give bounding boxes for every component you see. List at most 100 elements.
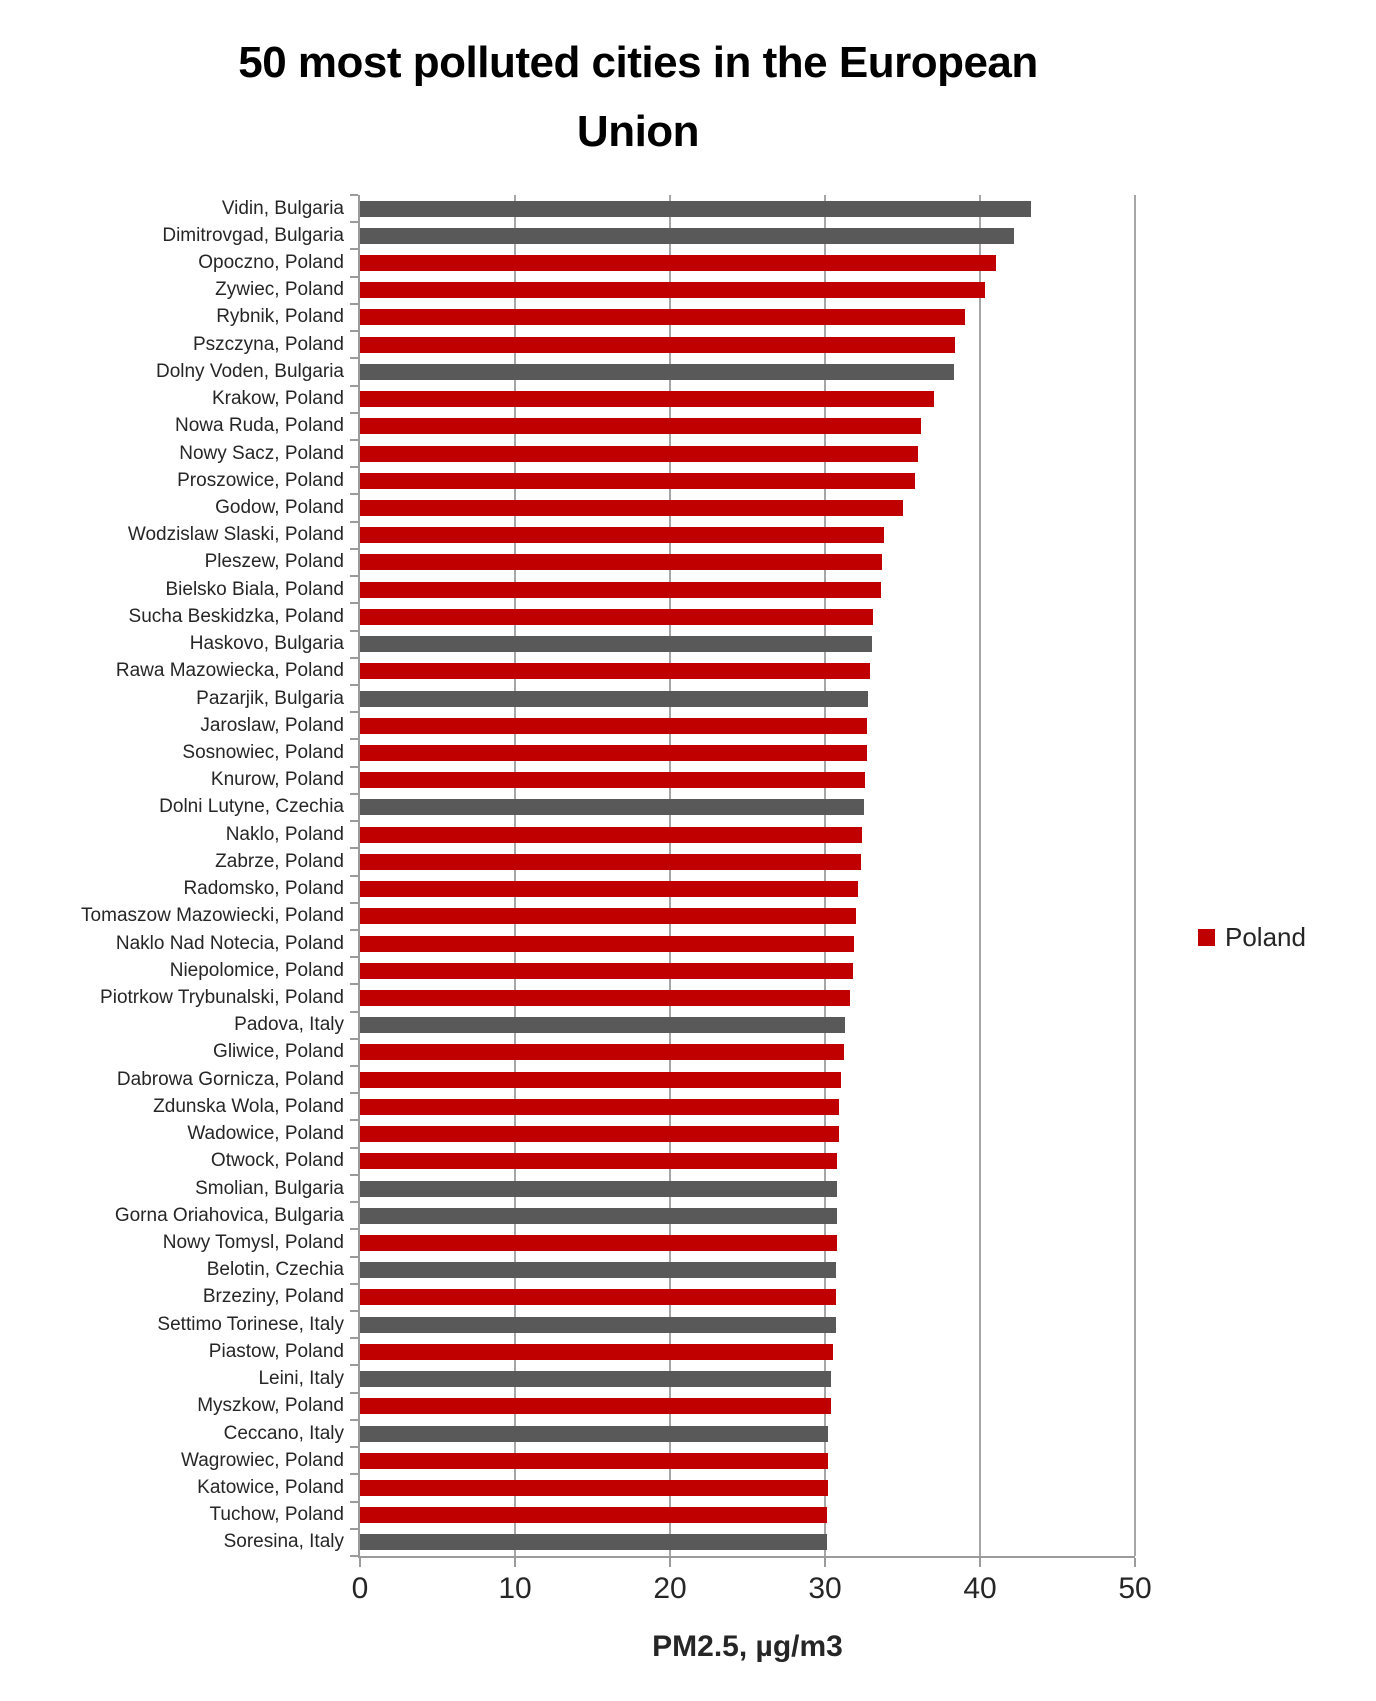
category-label: Opoczno, Poland xyxy=(198,252,344,274)
bar xyxy=(360,1071,841,1088)
y-axis-tick xyxy=(350,1364,358,1367)
category-label: Pazarjik, Bulgaria xyxy=(196,687,344,709)
category-label: Dolny Voden, Bulgaria xyxy=(155,360,344,382)
y-axis-tick xyxy=(350,547,358,550)
category-label: Tomaszow Mazowiecki, Poland xyxy=(81,905,344,927)
category-label: Myszkow, Poland xyxy=(197,1395,344,1417)
bar xyxy=(360,608,874,625)
category-label: Naklo Nad Notecia, Poland xyxy=(115,932,344,954)
x-axis-tick xyxy=(514,1558,516,1567)
y-axis-tick xyxy=(350,357,358,360)
x-axis-tick-label: 50 xyxy=(1118,1572,1152,1605)
x-axis-tick-label: 20 xyxy=(653,1572,687,1605)
category-label: Katowice, Poland xyxy=(197,1476,344,1498)
legend-label-poland: Poland xyxy=(1225,922,1306,952)
y-axis-tick xyxy=(350,1473,358,1476)
legend: Poland xyxy=(1198,922,1306,953)
bar xyxy=(360,1507,827,1524)
plot-area: PM2.5, µg/m3 0 10 20 30 40 50 xyxy=(350,194,1152,1663)
chart-title-line-1: 50 most polluted cities in the European xyxy=(238,38,1038,87)
x-axis-tick xyxy=(359,1558,361,1567)
bar xyxy=(360,690,869,707)
gridline xyxy=(514,195,516,1556)
y-axis-tick xyxy=(350,847,358,850)
category-label: Leini, Italy xyxy=(258,1368,344,1390)
y-axis-tick xyxy=(350,738,358,741)
category-label: Haskovo, Bulgaria xyxy=(189,633,344,655)
chart-title: 50 most polluted cities in the European … xyxy=(138,28,1138,166)
y-axis-tick xyxy=(350,1282,358,1285)
bar xyxy=(360,1153,838,1170)
bar xyxy=(360,1316,836,1333)
bar xyxy=(360,1452,829,1469)
bar xyxy=(360,363,954,380)
y-axis-tick xyxy=(350,1446,358,1449)
y-axis-tick xyxy=(350,275,358,278)
y-axis-tick xyxy=(350,956,358,959)
bar xyxy=(360,989,850,1006)
bar xyxy=(360,908,856,925)
category-label: Pszczyna, Poland xyxy=(192,333,344,355)
category-label: Gorna Oriahovica, Bulgaria xyxy=(114,1204,344,1226)
y-axis-tick xyxy=(350,466,358,469)
category-label: Brzeziny, Poland xyxy=(202,1286,344,1308)
x-axis-title: PM2.5, µg/m3 xyxy=(652,1630,843,1663)
category-label: Nowa Ruda, Poland xyxy=(175,415,344,437)
y-axis-tick xyxy=(350,194,358,196)
category-label: Soresina, Italy xyxy=(223,1531,344,1553)
bar xyxy=(360,554,883,571)
bar xyxy=(360,772,866,789)
y-axis-tick xyxy=(350,1065,358,1068)
bar xyxy=(360,1044,844,1061)
y-axis-tick xyxy=(350,1527,358,1530)
category-label: Piastow, Poland xyxy=(208,1340,344,1362)
bar xyxy=(360,1262,836,1279)
bar xyxy=(360,472,915,489)
y-axis-tick xyxy=(350,928,358,931)
y-axis-tick xyxy=(350,1310,358,1313)
y-axis-tick xyxy=(350,983,358,986)
y-axis-tick xyxy=(350,683,358,686)
bar xyxy=(360,1398,832,1415)
category-label: Padova, Italy xyxy=(234,1014,344,1036)
bar xyxy=(360,935,855,952)
category-label: Wadowice, Poland xyxy=(187,1123,344,1145)
bar xyxy=(360,255,996,272)
category-label: Piotrkow Trybunalski, Poland xyxy=(100,986,344,1008)
x-axis-tick xyxy=(1134,1558,1136,1567)
gridline xyxy=(979,195,981,1556)
gridline xyxy=(824,195,826,1556)
y-axis-tick xyxy=(350,602,358,605)
y-axis-tick xyxy=(350,901,358,904)
category-label: Belotin, Czechia xyxy=(206,1259,344,1281)
bar xyxy=(360,1234,838,1251)
bar xyxy=(360,1207,838,1224)
bar xyxy=(360,336,956,353)
bar xyxy=(360,962,853,979)
y-axis-tick xyxy=(350,1337,358,1340)
category-labels: Vidin, Bulgaria Dimitrovgad, Bulgaria Opoc… xyxy=(0,195,344,1556)
y-axis-tick xyxy=(350,493,358,496)
y-axis-tick xyxy=(350,1119,358,1122)
bar xyxy=(360,1126,839,1143)
category-label: Niepolomice, Poland xyxy=(169,959,344,981)
y-axis-tick xyxy=(350,629,358,632)
category-label: Smolian, Bulgaria xyxy=(195,1177,344,1199)
y-axis-tick xyxy=(350,302,358,305)
bar xyxy=(360,1180,838,1197)
x-axis-tick-label: 10 xyxy=(498,1572,532,1605)
y-axis-tick xyxy=(350,1146,358,1149)
y-axis-tick xyxy=(350,438,358,441)
bar xyxy=(360,1425,829,1442)
category-label: Sucha Beskidzka, Poland xyxy=(128,605,344,627)
y-axis-tick xyxy=(350,792,358,795)
chart-title-line-2: Union xyxy=(576,107,700,156)
category-label: Naklo, Poland xyxy=(225,823,344,845)
y-axis-tick xyxy=(350,221,358,224)
category-label: Godow, Poland xyxy=(215,497,344,519)
category-label: Vidin, Bulgaria xyxy=(221,197,344,219)
bar xyxy=(360,853,861,870)
bar xyxy=(360,418,922,435)
bar xyxy=(360,1289,836,1306)
category-label: Proszowice, Poland xyxy=(177,469,344,491)
